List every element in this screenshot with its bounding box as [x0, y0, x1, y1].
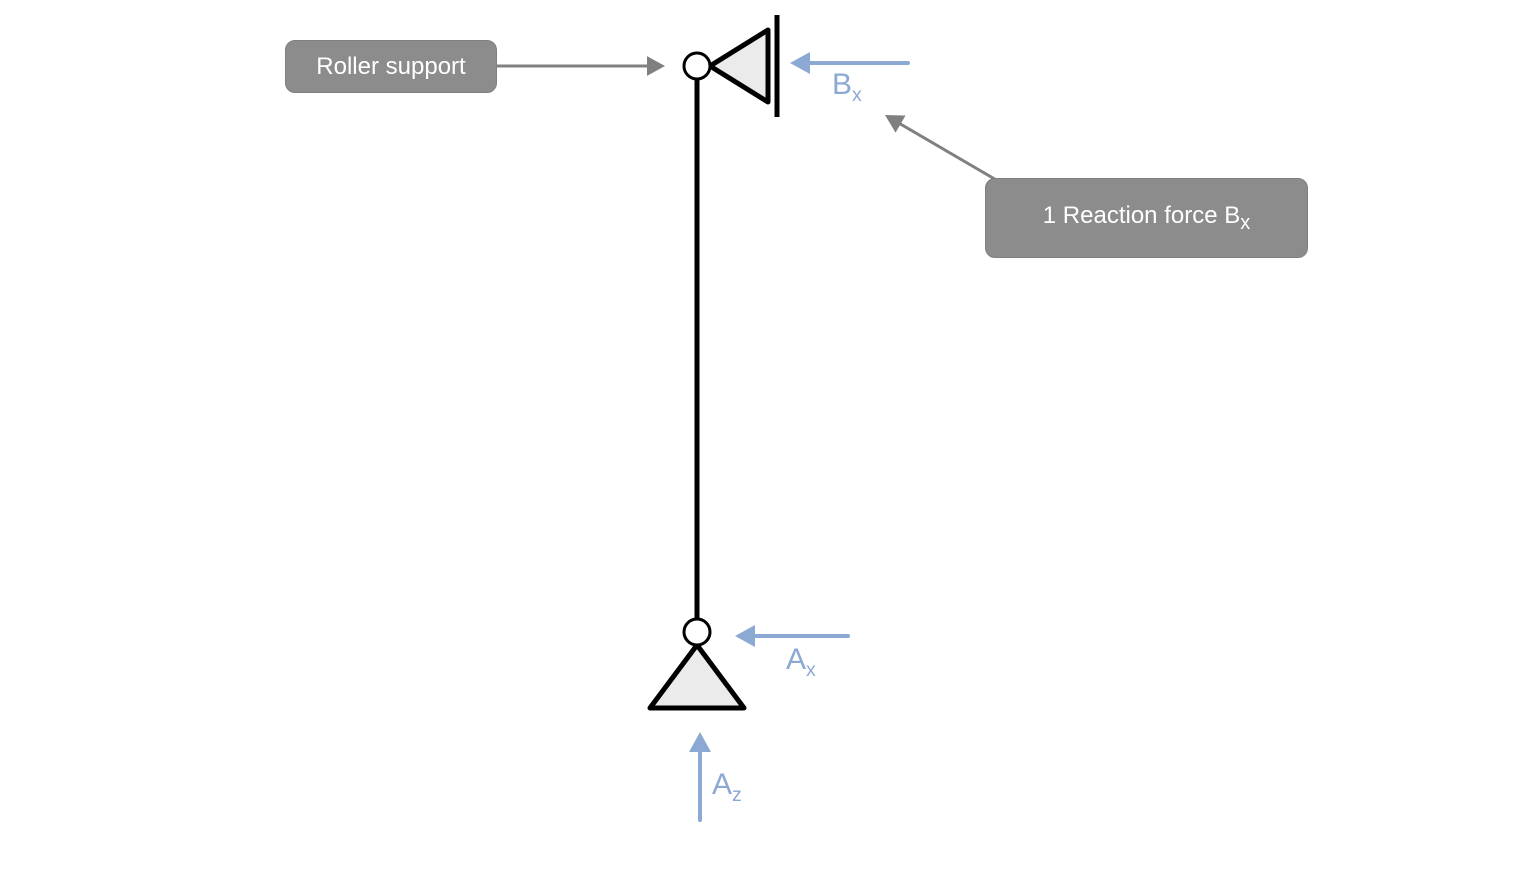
force-label-az: Az: [712, 770, 742, 806]
structural-diagram: [0, 0, 1536, 875]
callout-reaction-force: 1 Reaction force Bx: [985, 178, 1308, 258]
callout-roller-support: Roller support: [285, 40, 497, 93]
callout-roller-label: Roller support: [316, 53, 465, 81]
force-label-ax: Ax: [786, 645, 816, 681]
force-label-bx: Bx: [832, 70, 862, 106]
callout-reaction-label: 1 Reaction force Bx: [1043, 202, 1250, 235]
